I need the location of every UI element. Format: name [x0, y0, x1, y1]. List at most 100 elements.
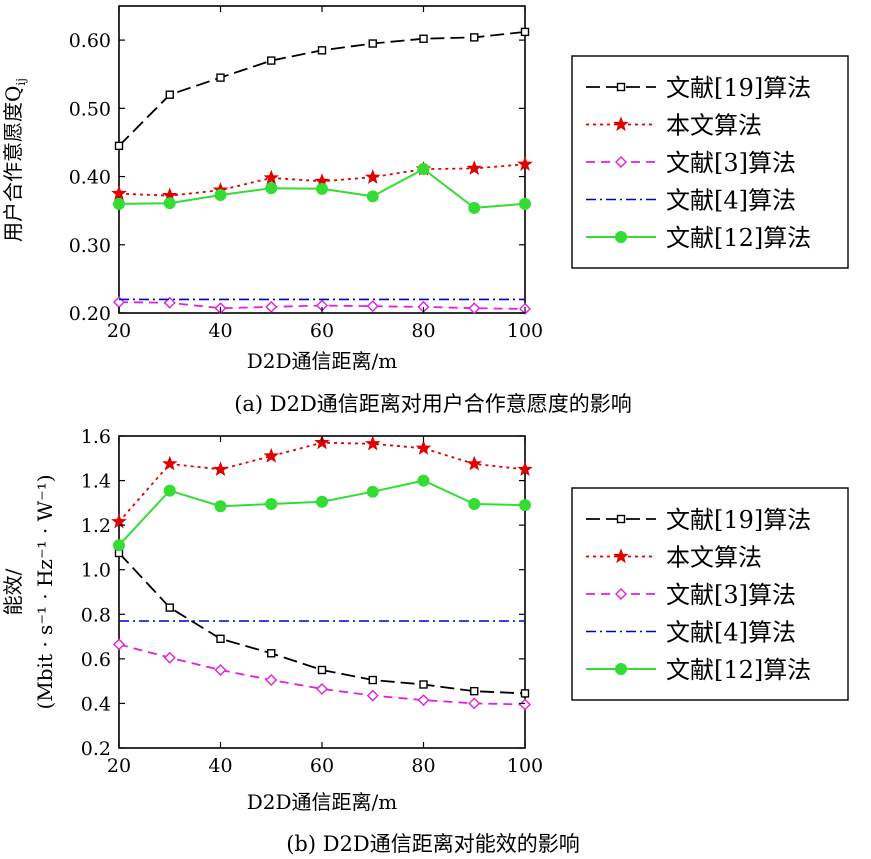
- series-group-a: [111, 27, 533, 315]
- legend-entry: 本文算法: [586, 544, 762, 572]
- y-tick-label: 0.6: [81, 649, 111, 671]
- data-point: [263, 447, 279, 463]
- data-point: [113, 638, 125, 651]
- y-tick-label: 1.6: [81, 426, 111, 448]
- series-3-a: [113, 296, 531, 315]
- data-point: [265, 497, 278, 510]
- legend-label: 文献[12]算法: [666, 224, 811, 252]
- legend-label: 文献[19]算法: [666, 74, 811, 102]
- data-point: [216, 73, 225, 82]
- caption-a: (a) D2D通信距离对用户合作意愿度的影响: [234, 392, 632, 416]
- legend-marker: [615, 588, 627, 600]
- data-point: [366, 190, 379, 203]
- data-point: [165, 603, 174, 612]
- ticks-b: 20 40 60 80 100 0.2 0.4 0.6 0.8 1.0 1.2 1.4 1.6: [81, 426, 543, 777]
- y-tick-label: 0.8: [81, 604, 111, 626]
- data-point: [113, 296, 125, 309]
- legend-marker: [613, 116, 629, 132]
- data-point: [317, 665, 327, 675]
- data-point: [163, 197, 176, 210]
- chart-b: 20 40 60 80 100 0.2 0.4 0.6 0.8 1.0 1.2 1.4 1.6 D2D通…: [1, 426, 849, 856]
- data-point: [216, 634, 225, 643]
- data-point: [114, 141, 124, 151]
- y-tick-label: 0.20: [69, 303, 111, 325]
- chart-a: 20 40 60 80 100 0.20 0.30 0.40 0.50 0.60 D2D通信距离/…: [1, 5, 849, 416]
- data-point: [316, 682, 328, 695]
- x-tick-label: 100: [507, 755, 543, 777]
- series-1-b: [114, 548, 530, 698]
- legend-entry: 文献[19]算法: [586, 506, 811, 534]
- data-point: [366, 689, 379, 702]
- legend-marker: [615, 663, 627, 675]
- data-point: [163, 484, 176, 497]
- x-axis-label-b: D2D通信距离/m: [247, 790, 398, 814]
- y-tick-label: 0.40: [69, 167, 111, 189]
- data-point: [470, 33, 479, 42]
- data-point: [265, 674, 278, 687]
- legend-entry: 文献[12]算法: [586, 656, 811, 684]
- data-point: [263, 169, 279, 185]
- legend-entry: 文献[4]算法: [586, 619, 796, 647]
- data-point: [165, 90, 174, 99]
- legend-marker: [615, 156, 627, 168]
- y-tick-label: 0.2: [81, 738, 111, 760]
- ticks-a: 20 40 60 80 100 0.20 0.30 0.40 0.50 0.60: [69, 6, 543, 342]
- data-point: [214, 500, 227, 513]
- data-point: [267, 56, 276, 65]
- data-point: [517, 461, 533, 477]
- series-1-a: [114, 27, 530, 151]
- y-tick-label: 0.50: [69, 98, 111, 120]
- x-tick-label: 20: [107, 320, 131, 342]
- plot-frame-b: [118, 435, 526, 749]
- y-axis-label-b: 能效/: [1, 568, 25, 615]
- y-tick-label: 0.4: [81, 693, 111, 715]
- data-point: [214, 664, 227, 676]
- legend-entry: 文献[19]算法: [586, 74, 811, 102]
- series-5-a: [113, 163, 531, 214]
- data-point: [366, 300, 379, 313]
- y-axis-label-a-main: 用户合作意愿度Q: [1, 86, 25, 242]
- series-3-b: [113, 638, 531, 711]
- data-point: [163, 296, 176, 309]
- x-tick-label: 80: [411, 755, 435, 777]
- series-line: [118, 441, 526, 523]
- data-point: [316, 495, 328, 508]
- legend-label: 本文算法: [666, 544, 762, 572]
- data-point: [212, 461, 229, 477]
- x-tick-label: 40: [208, 320, 232, 342]
- caption-b: (b) D2D通信距离对能效的影响: [286, 832, 580, 856]
- legend-entry: 文献[12]算法: [586, 224, 811, 252]
- data-point: [520, 27, 530, 37]
- data-point: [417, 163, 430, 176]
- data-point: [468, 697, 481, 710]
- data-point: [368, 39, 377, 48]
- data-point: [466, 160, 482, 175]
- data-point: [267, 649, 276, 658]
- series-line: [118, 479, 526, 546]
- data-point: [520, 689, 530, 698]
- legend-label: 文献[3]算法: [666, 581, 796, 609]
- data-point: [162, 455, 178, 471]
- legend-marker: [613, 548, 629, 564]
- legend-label: 文献[4]算法: [666, 619, 796, 647]
- x-tick-label: 20: [107, 755, 131, 777]
- legend-label: 本文算法: [666, 112, 762, 140]
- data-point: [417, 694, 430, 707]
- x-tick-label: 40: [208, 755, 232, 777]
- y-axis-label-a: 用户合作意愿度Qij: [1, 78, 28, 242]
- data-point: [111, 185, 127, 201]
- legend-label: 文献[19]算法: [666, 506, 811, 534]
- series-5-b: [113, 474, 531, 552]
- data-point: [519, 698, 531, 711]
- data-point: [113, 539, 125, 552]
- y-axis-label-a-sub: ij: [14, 78, 28, 86]
- data-point: [468, 302, 481, 315]
- data-point: [265, 182, 278, 195]
- data-point: [366, 485, 379, 498]
- data-point: [519, 499, 531, 512]
- legend-label: 文献[3]算法: [666, 149, 796, 177]
- series-line: [118, 643, 526, 706]
- y-tick-label: 1.4: [81, 471, 111, 493]
